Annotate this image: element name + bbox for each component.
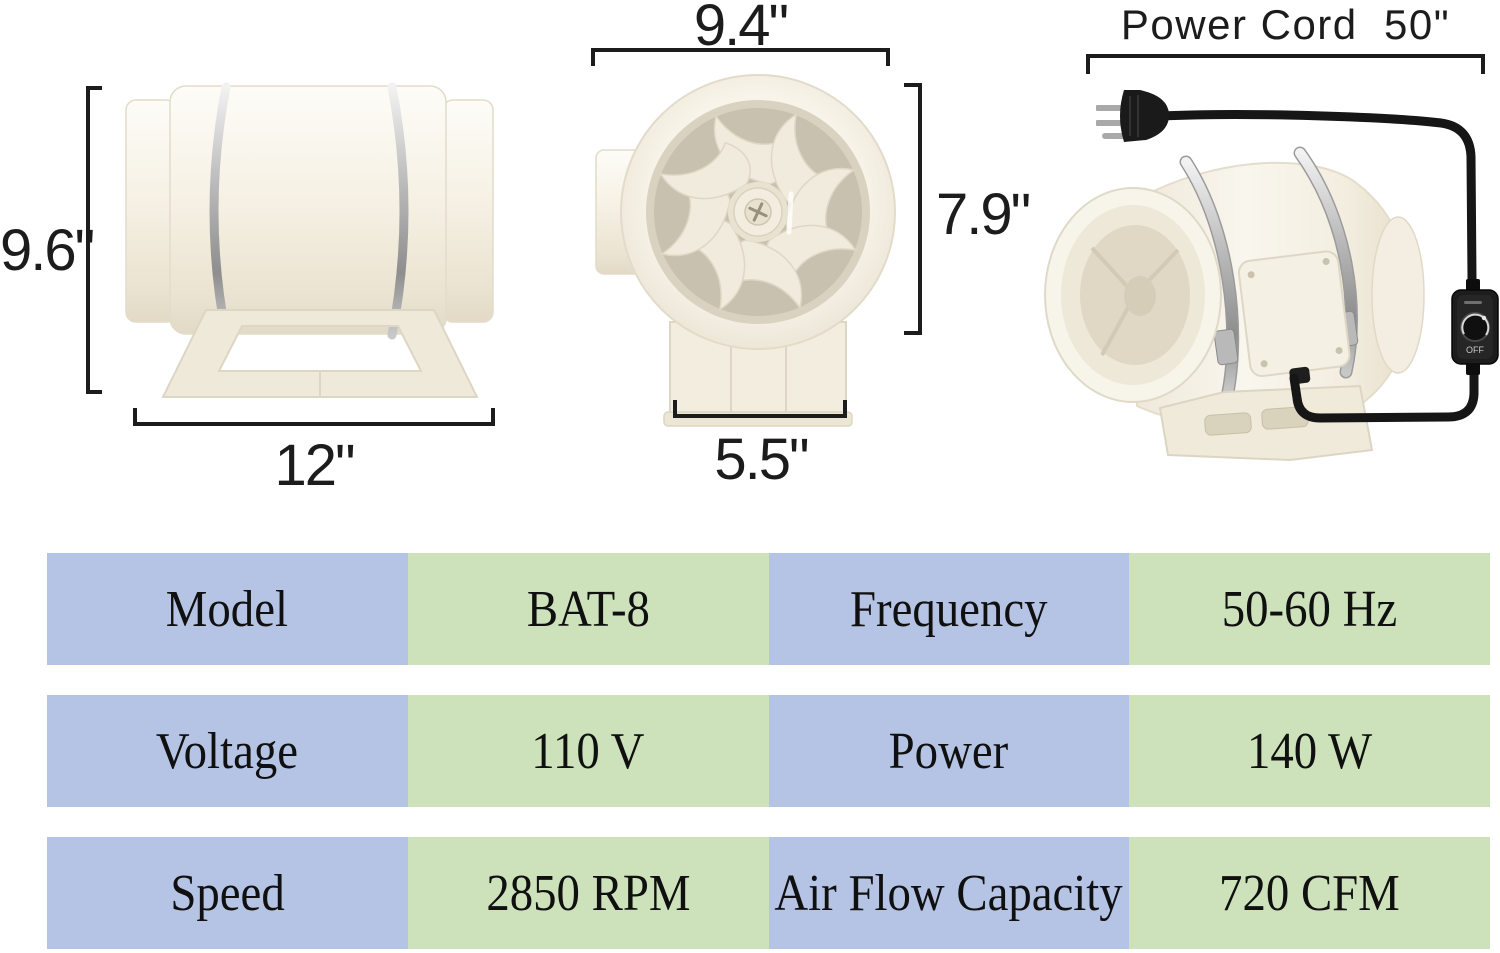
box-screw [1322,257,1330,265]
clamp-band [387,82,409,340]
front-depth-label: 5.5" [714,427,809,492]
controller-title-line [1464,301,1482,304]
front-width-label: 9.4" [693,0,789,58]
junction-box [1237,250,1351,385]
cell-text: Voltage [156,722,299,780]
fan-blade [658,141,751,200]
cell-text: Speed [170,864,285,922]
table-row: Speed 2850 RPM Air Flow Capacity 720 CFM [47,837,1490,949]
impeller [658,112,858,312]
bracket-front-depth [673,400,847,418]
dial-pointer [1481,315,1487,321]
base-slot [1204,412,1252,436]
spec-label-voltage: Voltage [47,695,408,807]
plug-prong [1096,105,1126,111]
speed-controller: OFF [1451,279,1499,375]
power-cord [1289,367,1479,423]
perspective-fan: OFF [1044,90,1499,462]
spec-value-airflow: 720 CFM [1129,837,1490,949]
bracket-front-width [591,48,890,66]
spec-value-speed: 2850 RPM [407,837,769,949]
side-width-label: 12" [274,433,355,498]
controller-off-label: OFF [1466,345,1484,355]
plug-body [1120,90,1170,142]
box-screw [1260,360,1268,368]
cell-text: Power [889,722,1009,780]
spec-label-model: Model [47,553,408,665]
product-figures: OFF [86,48,1499,462]
front-height-label: 7.9" [936,182,1031,247]
outlet-end [1371,216,1425,374]
controller-connector [1466,363,1480,375]
end-flange-left [125,99,177,323]
table-row: Voltage 110 V Power 140 W [47,695,1490,807]
cell-text: 720 CFM [1219,864,1401,922]
spec-value-power: 140 W [1129,695,1490,807]
cell-text: 110 V [531,722,645,780]
spec-value-model: BAT-8 [407,553,769,665]
spec-label-frequency: Frequency [768,553,1130,665]
cell-text: Model [166,580,289,638]
cylinder-body [169,85,447,335]
screw-cross [748,202,768,222]
side-view-fan [125,82,494,398]
cell-text: 2850 RPM [486,864,691,922]
bracket-front-height [904,83,922,335]
power-cord-length-label: Power Cord 50" [1120,1,1451,48]
cell-text: 50-60 Hz [1221,580,1398,638]
front-view-fan [595,74,896,427]
spec-table: Model BAT-8 Frequency 50-60 Hz Voltage 1… [47,553,1490,949]
spec-value-voltage: 110 V [407,695,769,807]
bracket-side-height [86,86,102,394]
spec-label-speed: Speed [47,837,408,949]
spec-label-airflow: Air Flow Capacity [768,837,1130,949]
box-screw [1335,347,1343,355]
power-plug [1096,90,1170,142]
spec-value-frequency: 50-60 Hz [1129,553,1490,665]
side-height-label: 9.6" [0,218,95,283]
dial-arc [1461,313,1490,336]
plug-prong [1096,120,1126,126]
cell-text: Air Flow Capacity [774,864,1124,922]
table-row: Model BAT-8 Frequency 50-60 Hz [47,553,1490,665]
glare-highlight [786,191,794,235]
clamp-band [209,82,231,340]
power-cord [1157,110,1477,284]
spec-label-power: Power [768,695,1130,807]
bracket-cord-length [1086,54,1485,74]
cell-text: Frequency [850,580,1048,638]
cell-text: BAT-8 [526,580,650,638]
clamp-band-face [1181,157,1238,397]
clamp-band-face [1295,148,1357,377]
cell-text: 140 W [1247,722,1373,780]
dimension-brackets [86,48,1485,426]
plug-ground-prong [1102,133,1126,139]
end-flange-right [442,99,494,323]
motor-hub [1124,276,1156,316]
clamp-buckle [1213,328,1239,366]
bracket-side-width [133,408,495,426]
box-screw [1247,271,1255,279]
mounting-base [161,309,479,398]
